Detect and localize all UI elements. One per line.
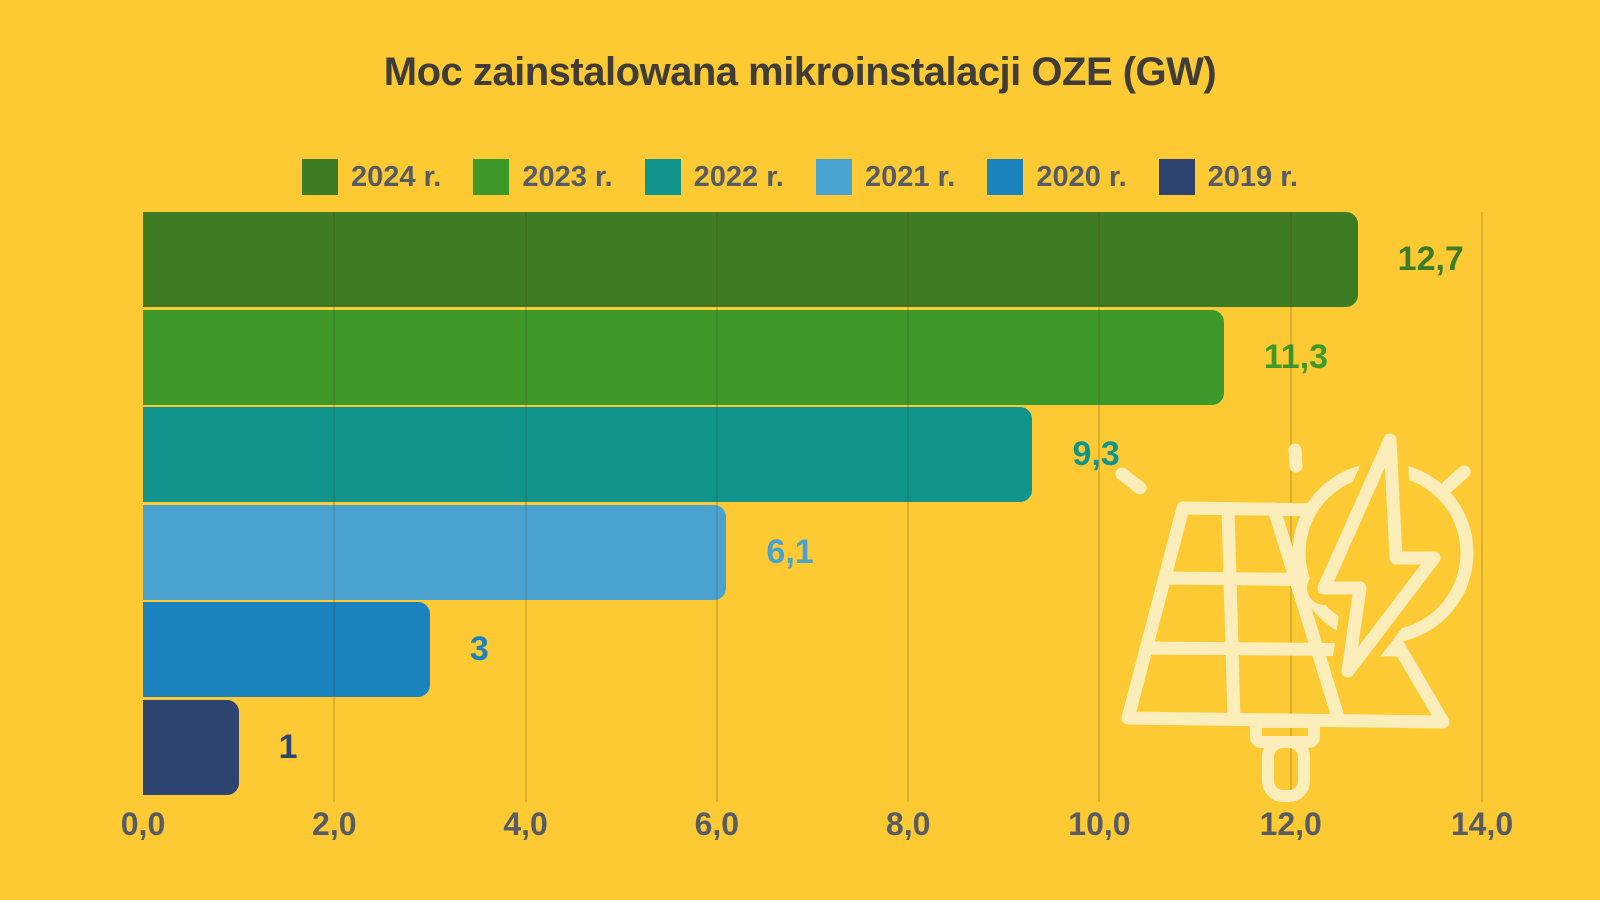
solar-panel-lightning-icon bbox=[1115, 428, 1474, 802]
legend-label-2020: 2020 r. bbox=[1036, 160, 1127, 193]
bar-2023 bbox=[143, 309, 1224, 405]
bar-value-2023: 11,3 bbox=[1263, 337, 1329, 376]
x-tick-label: 12,0 bbox=[1259, 806, 1322, 842]
legend-swatch-2022 bbox=[644, 159, 681, 195]
legend-swatch-2020 bbox=[987, 159, 1024, 195]
legend-swatch-2024 bbox=[302, 159, 339, 195]
bar-2021 bbox=[143, 504, 727, 600]
x-tick-label: 6,0 bbox=[694, 806, 740, 842]
legend-label-2022: 2022 r. bbox=[693, 160, 784, 193]
bar-2024 bbox=[143, 212, 1358, 307]
bar-row-2024: 12,7 bbox=[143, 212, 1482, 307]
bar-value-2022: 9,3 bbox=[1072, 435, 1120, 474]
x-tick-label: 4,0 bbox=[503, 806, 548, 842]
bar-row-2023: 11,3 bbox=[143, 309, 1482, 405]
bar-2022 bbox=[143, 407, 1033, 503]
bar-value-2024: 12,7 bbox=[1397, 240, 1464, 278]
bar-series: 12,7 11,3 9,3 6,1 3 1 bbox=[143, 212, 1482, 795]
bar-row-2019: 1 bbox=[143, 699, 1482, 795]
legend-item-2022: 2022 r. bbox=[644, 159, 784, 195]
legend-item-2021: 2021 r. bbox=[816, 159, 955, 195]
bar-value-2020: 3 bbox=[469, 630, 489, 669]
chart-title: Moc zainstalowana mikroinstalacji OZE (G… bbox=[383, 50, 1217, 94]
bar-value-2019: 1 bbox=[278, 727, 298, 766]
x-tick-label: 2,0 bbox=[312, 806, 357, 842]
x-tick-label: 14,0 bbox=[1450, 806, 1514, 842]
bar-value-2021: 6,1 bbox=[766, 532, 814, 571]
panel-stand bbox=[1250, 716, 1320, 802]
bar-row-2021: 6,1 bbox=[143, 504, 1482, 600]
x-tick-label: 10,0 bbox=[1068, 806, 1131, 842]
bar-2019 bbox=[143, 699, 239, 795]
legend-label-2021: 2021 r. bbox=[865, 160, 956, 193]
legend-item-2024: 2024 r. bbox=[302, 159, 441, 195]
x-axis-tick-labels: 0,0 2,0 4,0 6,0 8,0 10,0 12,0 14,0 bbox=[121, 806, 1513, 846]
x-tick-label: 0,0 bbox=[120, 806, 166, 842]
legend-item-2020: 2020 r. bbox=[987, 159, 1127, 195]
legend-label-2024: 2024 r. bbox=[351, 160, 442, 193]
x-tick-label: 8,0 bbox=[885, 806, 931, 842]
legend-swatch-2019 bbox=[1158, 159, 1195, 195]
bar-2020 bbox=[143, 602, 430, 698]
legend-label-2023: 2023 r. bbox=[522, 160, 613, 193]
legend: 2024 r. 2023 r. 2022 r. 2021 r. 2020 r. … bbox=[0, 159, 1600, 195]
lightning-bolt-icon bbox=[1317, 433, 1441, 678]
legend-swatch-2021 bbox=[816, 159, 852, 195]
legend-item-2023: 2023 r. bbox=[473, 159, 613, 195]
bar-row-2022: 9,3 bbox=[143, 407, 1482, 503]
legend-item-2019: 2019 r. bbox=[1158, 159, 1298, 195]
legend-swatch-2023 bbox=[473, 159, 510, 195]
ray-dashes bbox=[1115, 443, 1471, 495]
legend-label-2019: 2019 r. bbox=[1207, 160, 1298, 193]
bar-row-2020: 3 bbox=[143, 602, 1482, 698]
plot-area: 12,7 11,3 9,3 6,1 3 1 bbox=[143, 212, 1483, 802]
